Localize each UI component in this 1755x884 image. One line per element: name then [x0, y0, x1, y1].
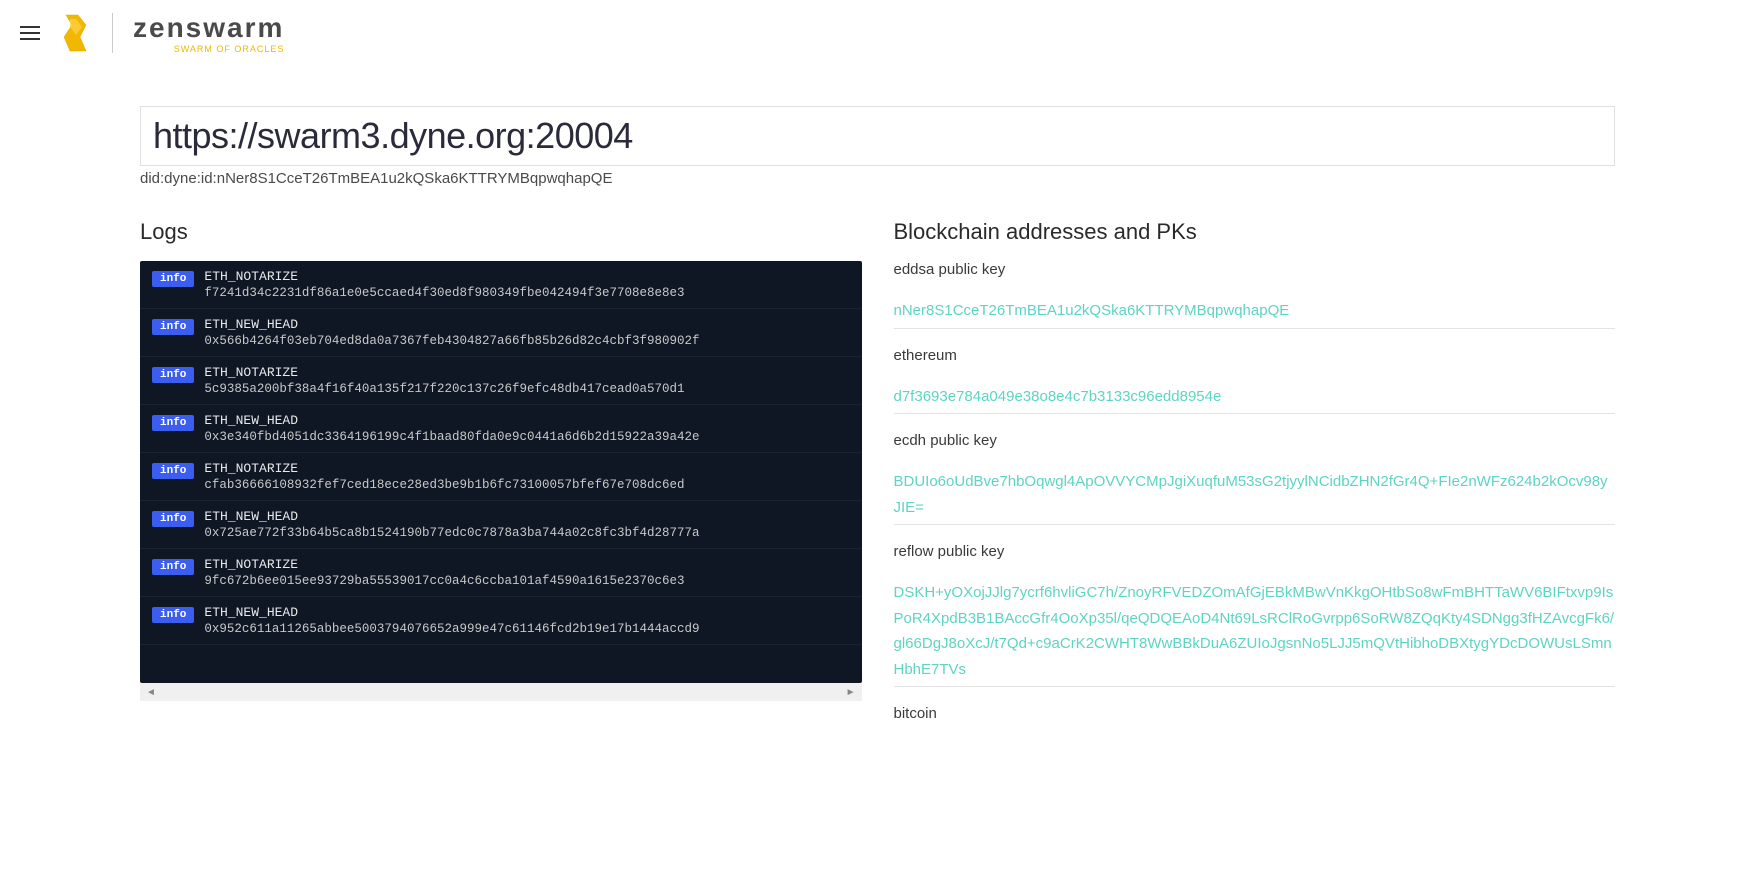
log-entry: info ETH_NEW_HEAD 0x566b4264f03eb704ed8da0…	[140, 309, 862, 357]
logs-title: Logs	[140, 219, 862, 245]
log-content: ETH_NOTARIZE 9fc672b6ee015ee93729ba555390…	[204, 557, 684, 588]
log-info-badge: info	[152, 559, 194, 575]
key-divider	[894, 686, 1616, 687]
logo-text: zenswarm SWARM OF ORACLES	[133, 12, 284, 54]
log-type: ETH_NOTARIZE	[204, 557, 684, 572]
log-content: ETH_NOTARIZE cfab36666108932fef7ced18ece2…	[204, 461, 684, 492]
blockchain-title: Blockchain addresses and PKs	[894, 219, 1616, 245]
log-type: ETH_NOTARIZE	[204, 269, 684, 284]
key-label: ecdh public key	[894, 432, 1616, 449]
key-section: eddsa public key nNer8S1CceT26TmBEA1u2kQS…	[894, 261, 1616, 329]
log-hash: 5c9385a200bf38a4f16f40a135f217f220c137c2…	[204, 382, 684, 396]
log-content: ETH_NEW_HEAD 0x566b4264f03eb704ed8da0a736…	[204, 317, 699, 348]
log-entry: info ETH_NOTARIZE 9fc672b6ee015ee93729ba55…	[140, 549, 862, 597]
log-info-badge: info	[152, 463, 194, 479]
log-type: ETH_NEW_HEAD	[204, 317, 699, 332]
log-hash: f7241d34c2231df86a1e0e5ccaed4f30ed8f9803…	[204, 286, 684, 300]
log-type: ETH_NOTARIZE	[204, 461, 684, 476]
key-label: eddsa public key	[894, 261, 1616, 278]
log-info-badge: info	[152, 319, 194, 335]
log-info-badge: info	[152, 415, 194, 431]
log-hash: 0x952c611a11265abbee5003794076652a999e47…	[204, 622, 699, 636]
key-section: reflow public key DSKH+yOXojJJlg7ycrf6hvl…	[894, 543, 1616, 687]
log-entry: info ETH_NOTARIZE cfab36666108932fef7ced18…	[140, 453, 862, 501]
logo-divider	[112, 13, 113, 53]
log-hash: 0x3e340fbd4051dc3364196199c4f1baad80fda0…	[204, 430, 699, 444]
url-box: https://swarm3.dyne.org:20004	[140, 106, 1615, 166]
log-entry: info ETH_NOTARIZE 5c9385a200bf38a4f16f40a1…	[140, 357, 862, 405]
log-hash: 0x725ae772f33b64b5ca8b1524190b77edc0c787…	[204, 526, 699, 540]
logs-column: Logs info ETH_NOTARIZE f7241d34c2231df86a1…	[140, 219, 862, 742]
key-section: ecdh public key BDUIo6oUdBve7hbOqwgl4ApOV…	[894, 432, 1616, 525]
log-type: ETH_NEW_HEAD	[204, 605, 699, 620]
blockchain-column: Blockchain addresses and PKs eddsa publi…	[894, 219, 1616, 742]
log-hash: 0x566b4264f03eb704ed8da0a7367feb4304827a…	[204, 334, 699, 348]
log-info-badge: info	[152, 271, 194, 287]
node-url: https://swarm3.dyne.org:20004	[153, 115, 1602, 157]
key-label: ethereum	[894, 347, 1616, 364]
log-hash: cfab36666108932fef7ced18ece28ed3be9b1b6f…	[204, 478, 684, 492]
key-divider	[894, 413, 1616, 414]
hamburger-menu-icon[interactable]	[16, 22, 44, 44]
keys-container: eddsa public key nNer8S1CceT26TmBEA1u2kQS…	[894, 261, 1616, 722]
log-type: ETH_NEW_HEAD	[204, 413, 699, 428]
logs-horizontal-scrollbar[interactable]: ◄ ►	[140, 683, 862, 701]
key-divider	[894, 524, 1616, 525]
key-section: bitcoin	[894, 705, 1616, 722]
logo-title: zenswarm	[133, 12, 284, 44]
log-content: ETH_NEW_HEAD 0x952c611a11265abbee50037940…	[204, 605, 699, 636]
logs-container[interactable]: info ETH_NOTARIZE f7241d34c2231df86a1e0e5c…	[140, 261, 862, 683]
log-type: ETH_NEW_HEAD	[204, 509, 699, 524]
log-info-badge: info	[152, 367, 194, 383]
log-entry: info ETH_NEW_HEAD 0x725ae772f33b64b5ca8b15…	[140, 501, 862, 549]
log-content: ETH_NOTARIZE 5c9385a200bf38a4f16f40a135f2…	[204, 365, 684, 396]
key-label: bitcoin	[894, 705, 1616, 722]
key-divider	[894, 328, 1616, 329]
key-section: ethereum d7f3693e784a049e38o8e4c7b3133c96…	[894, 347, 1616, 415]
log-content: ETH_NEW_HEAD 0x3e340fbd4051dc3364196199c4…	[204, 413, 699, 444]
log-content: ETH_NOTARIZE f7241d34c2231df86a1e0e5ccaed…	[204, 269, 684, 300]
logo-container[interactable]: zenswarm SWARM OF ORACLES	[60, 12, 284, 54]
log-content: ETH_NEW_HEAD 0x725ae772f33b64b5ca8b152419…	[204, 509, 699, 540]
key-value[interactable]: d7f3693e784a049e38o8e4c7b3133c96edd8954e	[894, 384, 1616, 416]
app-header: zenswarm SWARM OF ORACLES	[0, 0, 1755, 66]
two-column-layout: Logs info ETH_NOTARIZE f7241d34c2231df86a1…	[140, 219, 1615, 742]
did-identifier: did:dyne:id:nNer8S1CceT26TmBEA1u2kQSka6K…	[140, 170, 1615, 187]
log-hash: 9fc672b6ee015ee93729ba55539017cc0a4c6ccb…	[204, 574, 684, 588]
log-entry: info ETH_NEW_HEAD 0x3e340fbd4051dc33641961…	[140, 405, 862, 453]
key-value[interactable]: nNer8S1CceT26TmBEA1u2kQSka6KTTRYMBqpwqha…	[894, 298, 1616, 330]
zenswarm-logo-icon	[60, 13, 92, 53]
logo-subtitle: SWARM OF ORACLES	[133, 44, 284, 54]
log-info-badge: info	[152, 511, 194, 527]
log-entry: info ETH_NOTARIZE f7241d34c2231df86a1e0e5c…	[140, 261, 862, 309]
key-value[interactable]: DSKH+yOXojJJlg7ycrf6hvliGC7h/ZnoyRFVEDZO…	[894, 580, 1616, 688]
log-entry: info ETH_NEW_HEAD 0x952c611a11265abbee5003…	[140, 597, 862, 645]
main-content: https://swarm3.dyne.org:20004 did:dyne:i…	[0, 66, 1755, 742]
key-label: reflow public key	[894, 543, 1616, 560]
key-value[interactable]: BDUIo6oUdBve7hbOqwgl4ApOVVYCMpJgiXuqfuM5…	[894, 469, 1616, 526]
scroll-left-arrow[interactable]: ◄	[146, 687, 156, 698]
scroll-right-arrow[interactable]: ►	[846, 687, 856, 698]
log-info-badge: info	[152, 607, 194, 623]
log-type: ETH_NOTARIZE	[204, 365, 684, 380]
